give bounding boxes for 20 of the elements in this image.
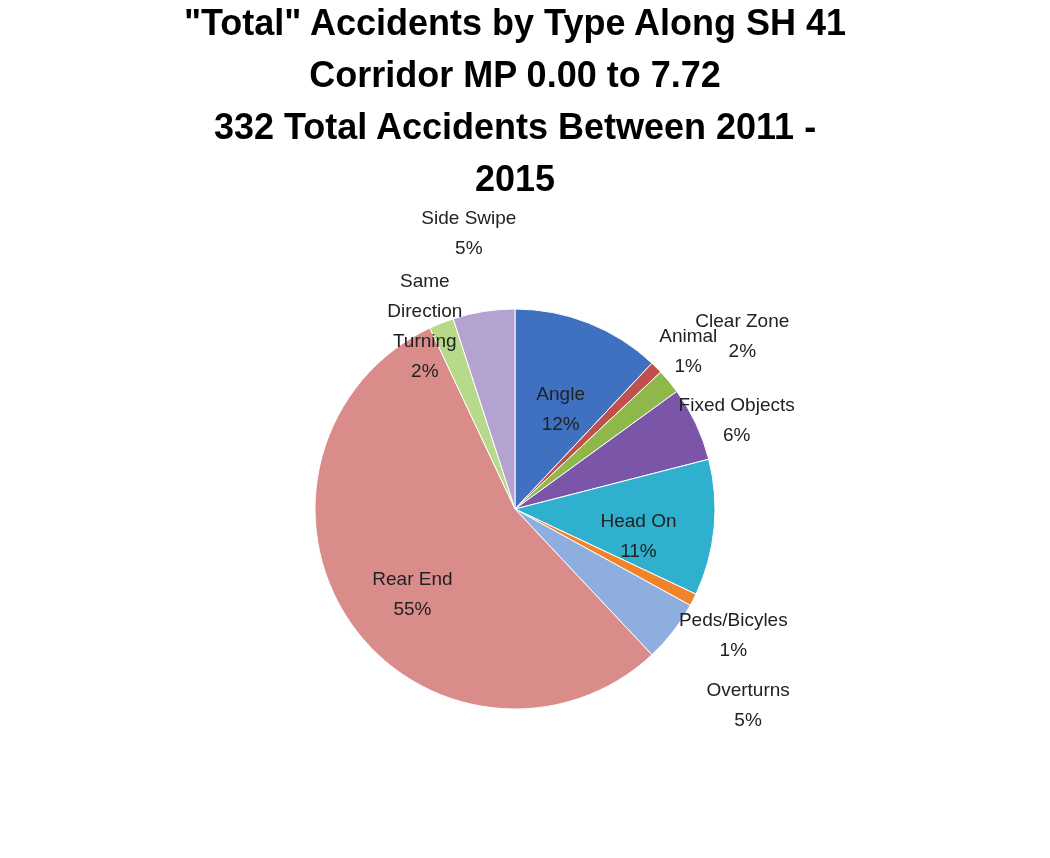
data-label: 2%	[728, 339, 757, 361]
text: "Total" Accidents by Type Along SH 41	[183, 1, 847, 43]
data-label: 5%	[455, 236, 483, 258]
slice-label: Peds/Bicyles	[678, 609, 788, 631]
slice-label: Side Swipe	[421, 206, 517, 228]
slice-label: Overturns	[706, 678, 790, 700]
data-label: 2%	[411, 360, 439, 382]
data-label: 12%	[541, 412, 580, 434]
data-label: 1%	[674, 354, 703, 376]
text: 332 Total Accidents Between 2011 -	[213, 105, 817, 147]
data-label: 5%	[734, 708, 762, 730]
text: 2015	[474, 157, 556, 199]
data-label: 55%	[393, 597, 432, 619]
slice-label: Rear End	[372, 567, 453, 589]
data-label: 11%	[620, 539, 657, 561]
data-label: 6%	[722, 423, 751, 445]
text: Corridor MP 0.00 to 7.72	[309, 53, 721, 95]
slice-label: Angle	[536, 382, 585, 404]
data-label: 1%	[719, 639, 748, 661]
slice-label: Head On	[600, 509, 677, 531]
